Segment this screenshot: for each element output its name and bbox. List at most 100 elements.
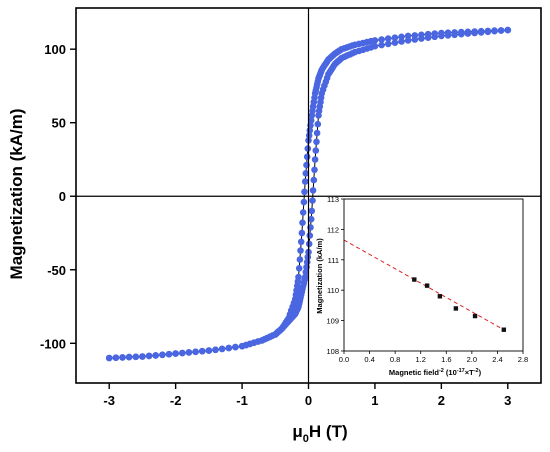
inset-x-tick-label: 0.4	[364, 355, 374, 364]
data-point	[451, 31, 458, 39]
inset-y-tick-label: 110	[327, 286, 339, 295]
data-point	[313, 138, 320, 146]
data-point	[378, 36, 385, 43]
inset-x-tick-label: 2.8	[518, 355, 528, 364]
inset-x-tick-label: 1.6	[441, 355, 451, 364]
data-point	[165, 350, 173, 358]
inset-y-tick-label: 111	[328, 256, 339, 265]
main-plot: -3 -2 -1 0 1 2 3 -100 -50 0 50 100 μ0H (T) Magneti…	[7, 7, 542, 445]
inset-data-point	[453, 306, 459, 311]
data-point	[311, 156, 319, 163]
data-point	[297, 247, 304, 254]
inset-data-point	[472, 313, 478, 319]
data-point	[139, 353, 146, 360]
data-point	[218, 345, 226, 353]
main-x-axis-title: μ0H (T)	[292, 422, 347, 445]
inset-y-tick-label: 112	[327, 225, 339, 234]
data-point	[192, 348, 199, 356]
data-point	[306, 232, 314, 239]
inset-fit-line	[343, 239, 505, 331]
data-point	[491, 27, 498, 35]
data-point	[297, 238, 305, 246]
inset-y-tick-label: 108	[326, 347, 339, 356]
data-point	[301, 273, 309, 281]
data-point	[305, 240, 313, 248]
x-tick-label: 0	[305, 393, 312, 408]
data-point	[145, 352, 153, 360]
inset-data-point	[501, 327, 507, 332]
data-point	[384, 40, 392, 48]
data-point	[198, 347, 206, 355]
data-point	[371, 42, 379, 50]
hysteresis-markers	[105, 26, 512, 362]
data-point	[300, 198, 308, 206]
inset-y-axis-title: Magnetization (kA/m)	[315, 238, 324, 314]
y-tick-label: 50	[52, 116, 66, 131]
data-point	[307, 117, 315, 124]
x-tick-label: -2	[170, 393, 182, 408]
inset-x-tick-label: 0.8	[390, 355, 400, 364]
data-point	[307, 215, 315, 223]
data-point	[477, 29, 485, 36]
data-point	[303, 153, 311, 161]
inset-x-tick-label: 2.0	[467, 355, 477, 364]
x-tick-label: -3	[103, 393, 115, 408]
inset-x-axis-title: Magnetic field-2 (10-17×T-2)	[389, 368, 482, 377]
data-point	[497, 27, 505, 34]
main-y-ticks: -100 -50 0 50 100	[40, 42, 76, 351]
x-tick-label: 2	[438, 393, 445, 408]
data-point	[301, 188, 308, 196]
x-tick-label: 1	[371, 393, 378, 408]
data-point	[125, 353, 133, 361]
data-point	[159, 351, 166, 359]
data-point	[398, 33, 405, 41]
data-point	[105, 354, 113, 362]
data-point	[308, 207, 316, 215]
main-y-axis-title: Magnetization (kA/m)	[7, 109, 26, 280]
inset-plot-frame	[343, 198, 524, 352]
inset-data-point	[412, 277, 417, 282]
data-point	[312, 147, 320, 154]
data-point	[438, 32, 445, 40]
data-point	[398, 38, 405, 45]
data-point	[309, 187, 317, 194]
data-point	[458, 30, 465, 38]
data-point	[378, 41, 385, 49]
data-point	[418, 35, 425, 42]
inset-x-tick-label: 1.2	[415, 355, 425, 364]
data-point	[424, 34, 432, 41]
data-point	[305, 132, 313, 139]
data-point	[225, 344, 233, 352]
data-point	[309, 197, 316, 204]
x-tick-label: 3	[504, 393, 511, 408]
data-point	[504, 26, 512, 34]
data-point	[304, 145, 312, 152]
data-point	[298, 229, 306, 237]
data-point	[431, 33, 439, 41]
data-point	[310, 176, 318, 184]
data-point	[205, 347, 213, 354]
inset-background	[344, 199, 523, 351]
inset-x-tick-label: 2.4	[492, 355, 502, 364]
inset-data-point	[424, 283, 430, 288]
x-tick-label: -1	[236, 393, 248, 408]
data-point	[179, 349, 186, 357]
data-point	[391, 34, 399, 41]
data-point	[299, 209, 307, 216]
data-point	[404, 37, 412, 44]
data-point	[112, 354, 120, 362]
inset-y-tick-label: 113	[327, 195, 339, 204]
inset-plot: 0.0 0.4 0.8 1.2 1.6 2.0 2.4 2.8 108 109 110 111 112…	[315, 195, 528, 377]
data-point	[132, 353, 140, 361]
data-point	[185, 349, 193, 356]
y-tick-label: -50	[47, 263, 66, 278]
data-point	[313, 129, 321, 137]
data-point	[484, 28, 492, 36]
main-x-ticks: -3 -2 -1 0 1 2 3	[103, 383, 511, 408]
y-tick-label: 0	[59, 189, 66, 204]
inset-y-tick-label: 109	[326, 317, 339, 326]
inset-x-tick-label: 0.0	[339, 355, 349, 364]
data-point	[391, 39, 399, 46]
data-point	[212, 346, 219, 354]
